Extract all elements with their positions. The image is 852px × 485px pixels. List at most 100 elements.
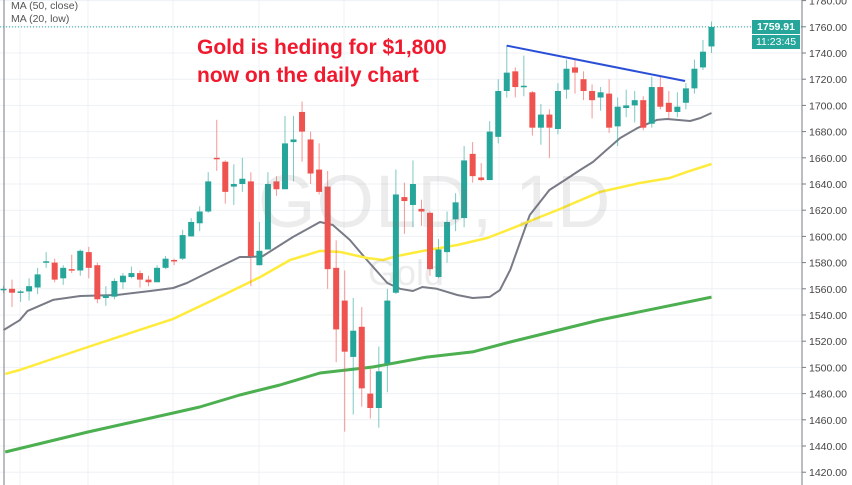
candle-up[interactable] <box>631 90 638 123</box>
candle-down[interactable] <box>136 270 143 288</box>
candle-up[interactable] <box>264 172 271 250</box>
candle-up[interactable] <box>503 45 510 98</box>
candle-up[interactable] <box>435 239 442 279</box>
candle-up[interactable] <box>188 218 195 237</box>
candle-down[interactable] <box>546 109 553 158</box>
candle-down[interactable] <box>665 90 672 119</box>
candle-up[interactable] <box>699 39 706 71</box>
candle-down[interactable] <box>9 279 16 308</box>
candle-up[interactable] <box>384 288 391 393</box>
candle-body <box>350 330 357 357</box>
candle-down[interactable] <box>68 254 75 274</box>
candle-up[interactable] <box>154 265 161 283</box>
candle-up[interactable] <box>674 92 681 118</box>
candle-up[interactable] <box>281 115 288 190</box>
candle-up[interactable] <box>290 115 297 182</box>
candle-up[interactable] <box>444 211 451 263</box>
candle-down[interactable] <box>171 258 178 266</box>
candle-up[interactable] <box>563 59 570 99</box>
candle-up[interactable] <box>350 297 357 415</box>
candle-down[interactable] <box>273 176 280 196</box>
candle-up[interactable] <box>34 267 41 295</box>
candle-up[interactable] <box>623 89 630 118</box>
candle-up[interactable] <box>648 76 655 128</box>
ma50-line[interactable] <box>4 162 712 376</box>
candle-down[interactable] <box>418 199 425 226</box>
candle-up[interactable] <box>452 193 459 232</box>
candle-down[interactable] <box>657 76 664 110</box>
candle-body <box>9 288 16 293</box>
candle-up[interactable] <box>708 21 715 53</box>
candle-down[interactable] <box>580 71 587 101</box>
candle-down[interactable] <box>640 96 647 131</box>
candle-down[interactable] <box>222 160 229 204</box>
candle-up[interactable] <box>486 121 493 181</box>
legend-ma50[interactable]: MA (50, close) <box>11 0 79 12</box>
candle-up[interactable] <box>179 229 186 260</box>
candle-down[interactable] <box>469 142 476 183</box>
candle-body <box>281 143 288 190</box>
candle-up[interactable] <box>691 59 698 94</box>
candle-up[interactable] <box>119 273 126 289</box>
candle-down[interactable] <box>606 79 613 133</box>
candle-up[interactable] <box>256 221 263 266</box>
candle-up[interactable] <box>77 249 84 276</box>
candle-up[interactable] <box>102 286 109 306</box>
candle-up[interactable] <box>111 278 118 300</box>
candle-down[interactable] <box>299 101 306 162</box>
candle-down[interactable] <box>512 67 519 98</box>
legend-ma20[interactable]: MA (20, low) <box>11 13 70 25</box>
candle-down[interactable] <box>427 211 433 276</box>
candle-body <box>520 85 527 88</box>
candle-up[interactable] <box>43 252 50 268</box>
price-axis[interactable]: 1780.00 1760.00 1740.00 1720.00 1700.00 1680.… <box>802 0 847 479</box>
candle-down[interactable] <box>85 246 92 279</box>
candle-up[interactable] <box>162 256 169 270</box>
candle-up[interactable] <box>60 265 67 285</box>
candle-down[interactable] <box>589 84 596 119</box>
candle-up[interactable] <box>205 172 212 213</box>
candle-down[interactable] <box>341 270 348 432</box>
candle-body <box>77 250 84 271</box>
candle-up[interactable] <box>239 157 246 192</box>
candle-down[interactable] <box>247 172 254 287</box>
candle-up[interactable] <box>375 346 382 428</box>
candle-down[interactable] <box>307 131 314 184</box>
candle-up[interactable] <box>128 266 135 279</box>
candle-up[interactable] <box>392 169 399 295</box>
candle-body <box>495 90 502 137</box>
candle-down[interactable] <box>478 163 485 182</box>
candle-down[interactable] <box>333 240 340 363</box>
candle-up[interactable] <box>597 87 604 111</box>
annotation-line-1: Gold is heding for $1,800 <box>197 36 447 59</box>
candle-down[interactable] <box>529 90 536 136</box>
candle-down[interactable] <box>324 170 331 289</box>
candle-down[interactable] <box>94 262 101 304</box>
candle-down[interactable] <box>145 275 152 287</box>
candle-up[interactable] <box>520 55 527 97</box>
candle-down[interactable] <box>316 143 323 195</box>
candle-down[interactable] <box>51 258 58 283</box>
candle-up[interactable] <box>614 97 621 147</box>
candle-down[interactable] <box>367 368 374 419</box>
candle-up[interactable] <box>495 79 502 144</box>
candle-up[interactable] <box>17 290 24 302</box>
candle-up[interactable] <box>409 160 416 228</box>
candle-up[interactable] <box>461 146 468 228</box>
candle-up[interactable] <box>554 83 561 135</box>
candle-down[interactable] <box>401 182 408 234</box>
candle-down[interactable] <box>213 119 220 171</box>
candle-up[interactable] <box>26 278 33 301</box>
candle-up[interactable] <box>230 164 237 205</box>
candle-down[interactable] <box>358 307 365 407</box>
candle-up[interactable] <box>537 104 544 145</box>
candle-up[interactable] <box>196 206 203 232</box>
ma-long-line[interactable] <box>4 295 712 454</box>
candle-down[interactable] <box>572 59 579 94</box>
ma20-line[interactable] <box>2 112 712 331</box>
candle-up[interactable] <box>682 83 689 110</box>
trendline[interactable] <box>506 44 686 83</box>
price-tick-label: 1420.00 <box>809 467 847 479</box>
